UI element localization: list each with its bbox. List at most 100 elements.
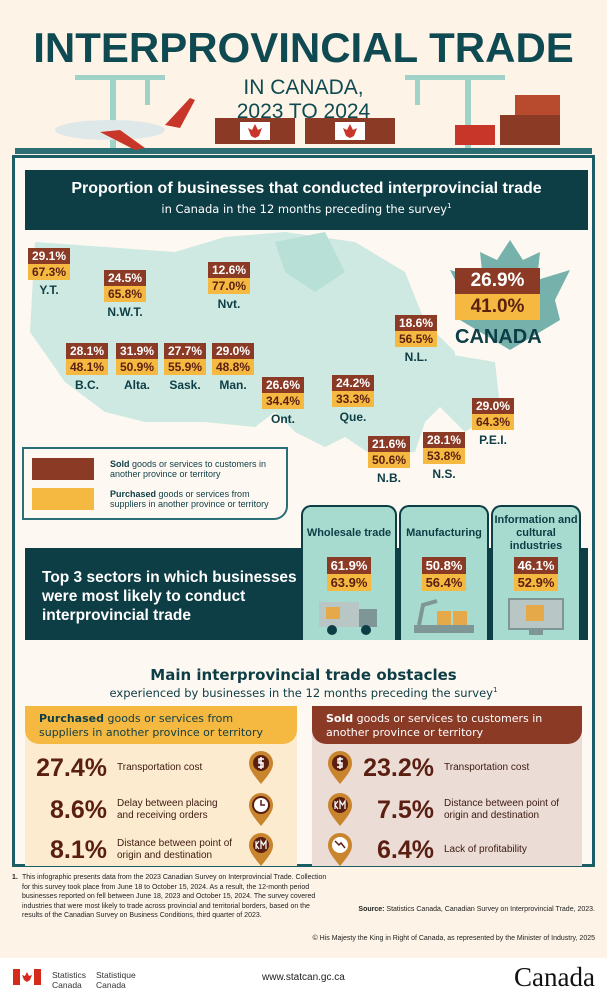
- sector-card-information: Information and cultural industries 46.1…: [491, 505, 581, 640]
- train-container-icon: [215, 118, 395, 144]
- dollar-pin-icon: [249, 751, 273, 784]
- legend-purchased-text: goods or services from suppliers in anot…: [110, 489, 269, 509]
- obstacle-label: Delay between placing and receiving orde…: [117, 798, 218, 821]
- obstacle-row: 8.1% Distance between point of origin and…: [25, 830, 241, 870]
- truck-icon: [455, 95, 560, 145]
- legend-purchased-bold: Purchased: [110, 489, 157, 499]
- proportion-title: Proportion of businesses that conducted …: [71, 180, 542, 197]
- page-subtitle-line1: IN CANADA,: [243, 76, 364, 99]
- computer-icon: [508, 598, 564, 635]
- purchased-value: 67.3%: [28, 264, 71, 280]
- obstacle-value: 8.1%: [50, 835, 107, 864]
- canada-wordmark: Canada: [514, 962, 595, 992]
- obstacle-row: 23.2% Transportation cost: [352, 748, 554, 788]
- region-name: Sask.: [169, 378, 201, 392]
- region-name: Alta.: [124, 378, 151, 392]
- purchased-value: 77.0%: [208, 278, 251, 294]
- purchased-value: 53.8%: [423, 448, 466, 464]
- purchased-value: 56.5%: [395, 331, 438, 347]
- footnote: 1. This infographic presents data from th…: [12, 873, 332, 921]
- obstacle-label: Transportation cost: [117, 762, 203, 773]
- obstacle-value: 27.4%: [36, 753, 107, 782]
- agency-fr-line2: Canada: [96, 980, 126, 990]
- sold-value: 28.1%: [423, 432, 466, 448]
- agency-fr-line1: Statistique: [96, 970, 136, 980]
- legend-sold-bold: Sold: [110, 459, 130, 469]
- legend-sold: Sold goods or services to customers in a…: [32, 458, 280, 480]
- footnote-text: This infographic presents data from the …: [22, 874, 327, 919]
- obstacle-value: 8.6%: [50, 795, 107, 824]
- sector-purchased-value: 63.9%: [327, 574, 371, 591]
- region-man: 29.0% 48.8% Man.: [212, 343, 255, 392]
- region-name: B.C.: [75, 378, 100, 392]
- copyright: © His Majesty the King in Right of Canad…: [312, 935, 595, 942]
- sector-sold-value: 50.8%: [422, 557, 466, 574]
- sector-name: Wholesale trade: [306, 526, 392, 539]
- region-que: 24.2% 33.3% Que.: [332, 375, 375, 424]
- region-alta: 31.9% 50.9% Alta.: [116, 343, 159, 392]
- robotic-arm-icon: [414, 599, 474, 633]
- sold-value: 28.1%: [66, 343, 109, 359]
- page-title: INTERPROVINCIAL TRADE: [33, 24, 574, 71]
- legend-swatch-sold: [32, 458, 94, 480]
- region-name: N.S.: [432, 467, 456, 481]
- purchased-value: 50.6%: [368, 452, 411, 468]
- obstacles-title: Main interprovincial trade obstacles: [150, 666, 457, 684]
- region-nl: 18.6% 56.5% N.L.: [395, 315, 438, 364]
- obstacle-row: 27.4% Transportation cost: [25, 748, 217, 788]
- footnote-number: 1.: [12, 874, 18, 881]
- purchased-obstacles-panel: Purchased goods or services from supplie…: [25, 706, 297, 866]
- obstacle-label: Lack of profitability: [444, 844, 527, 855]
- sectors-title: Top 3 sectors in which businesses were m…: [42, 569, 297, 624]
- sold-value: 31.9%: [116, 343, 159, 359]
- agency-en-line2: Canada: [52, 980, 82, 990]
- legend-swatch-purchased: [32, 488, 94, 510]
- source-label: Source:: [358, 906, 385, 913]
- trade-illustration: [15, 75, 592, 154]
- obstacle-row: 6.4% Lack of profitability: [352, 830, 544, 870]
- obstacle-value: 6.4%: [377, 835, 434, 864]
- purchased-obstacles-header: Purchased goods or services from supplie…: [25, 706, 297, 744]
- sold-value: 21.6%: [368, 436, 411, 452]
- sold-value: 24.2%: [332, 375, 375, 391]
- clock-pin-icon: [249, 793, 273, 826]
- source-text: Statistics Canada, Canadian Survey on In…: [384, 906, 595, 913]
- sold-value: 18.6%: [395, 315, 438, 331]
- airplane-icon: [55, 98, 195, 150]
- obstacle-label: Distance between point of origin and des…: [444, 798, 560, 821]
- region-nwt: 24.5% 65.8% N.W.T.: [104, 270, 147, 319]
- canada-label: CANADA: [455, 326, 542, 348]
- region-nb: 21.6% 50.6% N.B.: [368, 436, 411, 485]
- website-link[interactable]: www.statcan.gc.ca: [262, 972, 345, 983]
- sold-value: 26.6%: [262, 377, 305, 393]
- purchased-value: 48.1%: [66, 359, 109, 375]
- header-text: goods or services from suppliers in anot…: [39, 712, 263, 739]
- region-name: Que.: [339, 410, 367, 424]
- purchased-value: 50.9%: [116, 359, 159, 375]
- proportion-subtitle-text: in Canada in the 12 months preceding the…: [161, 202, 448, 216]
- canada-total: 26.9% 41.0% CANADA: [455, 268, 542, 349]
- obstacle-row: 7.5% Distance between point of origin and…: [352, 790, 579, 830]
- footer: [0, 958, 607, 1000]
- crane-icon: [405, 75, 505, 148]
- canada-purchased-value: 41.0%: [455, 294, 540, 320]
- sold-obstacles-panel: Sold goods or services to customers in a…: [312, 706, 582, 866]
- purchased-value: 48.8%: [212, 359, 255, 375]
- region-yt: 29.1% 67.3% Y.T.: [28, 248, 71, 297]
- sold-value: 27.7%: [164, 343, 207, 359]
- obstacles-subtitle-text: experienced by businesses in the 12 mont…: [109, 686, 493, 700]
- obstacle-value: 23.2%: [363, 753, 434, 782]
- purchased-value: 55.9%: [164, 359, 207, 375]
- region-name: Y.T.: [39, 283, 59, 297]
- agency-en-line1: Statistics: [52, 970, 87, 980]
- agency-name-fr: Statistique Canada: [96, 970, 136, 990]
- region-name: N.W.T.: [107, 305, 143, 319]
- purchased-value: 33.3%: [332, 391, 375, 407]
- obstacle-label: Transportation cost: [444, 762, 530, 773]
- region-name: Ont.: [271, 412, 296, 426]
- canada-sold-value: 26.9%: [455, 268, 540, 294]
- obstacle-row: 8.6% Delay between placing and receiving …: [25, 790, 237, 830]
- sold-value: 29.0%: [472, 398, 515, 414]
- region-bc: 28.1% 48.1% B.C.: [66, 343, 109, 392]
- obstacles-subtitle: experienced by businesses in the 12 mont…: [0, 686, 607, 700]
